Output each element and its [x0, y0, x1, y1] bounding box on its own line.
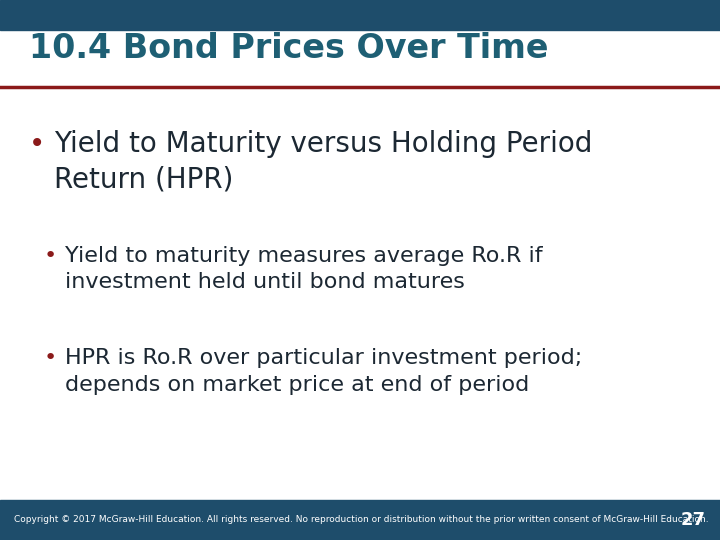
Bar — [0, 500, 720, 540]
Text: 27: 27 — [680, 511, 706, 529]
Text: Yield to maturity measures average Ro.R if
investment held until bond matures: Yield to maturity measures average Ro.R … — [65, 246, 542, 292]
Text: •: • — [29, 130, 45, 158]
Text: •: • — [43, 246, 56, 266]
Text: •: • — [43, 348, 56, 368]
Text: HPR is Ro.R over particular investment period;
depends on market price at end of: HPR is Ro.R over particular investment p… — [65, 348, 582, 395]
Bar — [0, 0, 720, 30]
Text: 10.4 Bond Prices Over Time: 10.4 Bond Prices Over Time — [29, 32, 549, 65]
Text: Copyright © 2017 McGraw-Hill Education. All rights reserved. No reproduction or : Copyright © 2017 McGraw-Hill Education. … — [14, 515, 709, 524]
Text: Yield to Maturity versus Holding Period
Return (HPR): Yield to Maturity versus Holding Period … — [54, 130, 593, 193]
